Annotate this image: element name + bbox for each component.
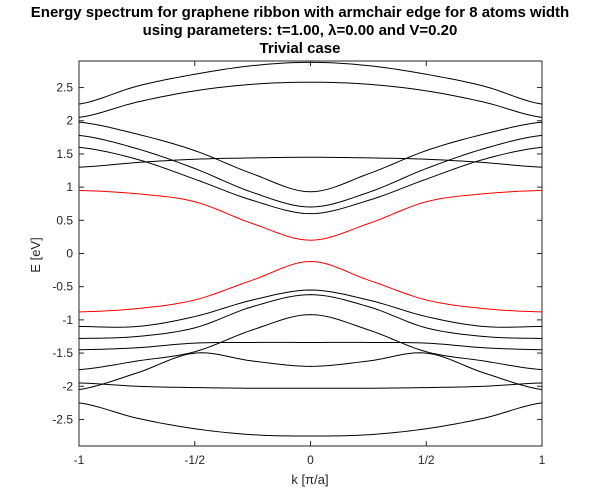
x-tick-label-2: 0 bbox=[307, 453, 314, 467]
band-line-3 bbox=[78, 121, 543, 193]
chart-title-line-2: using parameters: t=1.00, λ=0.00 and V=0… bbox=[142, 22, 458, 39]
band-line-10 bbox=[78, 294, 543, 339]
y-tick-label-10: -2.5 bbox=[52, 412, 73, 426]
y-tick-label-9: -2 bbox=[62, 379, 73, 393]
band-line-7 bbox=[78, 189, 543, 241]
y-tick-label-4: 0.5 bbox=[56, 213, 73, 227]
y-tick-label-0: 2.5 bbox=[56, 81, 73, 95]
band-line-5 bbox=[78, 146, 543, 215]
x-tick-label-3: 1/2 bbox=[418, 453, 435, 467]
y-tick-labels: 2.5 2 1.5 1 0.5 0 -0.5 -1 -1.5 -2 -2.5 bbox=[52, 81, 73, 427]
band-line-4 bbox=[78, 134, 543, 208]
band-line-2 bbox=[78, 81, 543, 118]
y-tick-label-8: -1.5 bbox=[52, 346, 73, 360]
y-tick-label-5: 0 bbox=[66, 247, 73, 261]
band-line-15 bbox=[78, 402, 543, 437]
band-line-12 bbox=[78, 314, 543, 371]
band-line-13 bbox=[78, 352, 543, 391]
band-line-8 bbox=[78, 260, 543, 313]
x-tick-labels: -1 -1/2 0 1/2 1 bbox=[74, 453, 546, 467]
band-line-14 bbox=[78, 382, 543, 389]
x-tick-label-4: 1 bbox=[539, 453, 546, 467]
band-line-6 bbox=[78, 156, 543, 168]
y-tick-label-2: 1.5 bbox=[56, 147, 73, 161]
band-line-9 bbox=[78, 289, 543, 328]
y-tick-label-6: -0.5 bbox=[52, 280, 73, 294]
chart-title-line-3: Trivial case bbox=[259, 40, 341, 57]
y-tick-label-7: -1 bbox=[62, 313, 73, 327]
chart-title-line-1: Energy spectrum for graphene ribbon with… bbox=[30, 4, 570, 21]
y-axis-label: E [eV] bbox=[28, 237, 43, 272]
x-axis-label: k [π/a] bbox=[291, 472, 328, 487]
y-tick-label-1: 2 bbox=[66, 114, 73, 128]
y-tick-label-3: 1 bbox=[66, 180, 73, 194]
x-tick-label-0: -1 bbox=[74, 453, 85, 467]
band-lines bbox=[78, 61, 543, 437]
tick-marks bbox=[78, 61, 543, 446]
band-line-1 bbox=[78, 61, 543, 105]
x-tick-label-1: -1/2 bbox=[184, 453, 205, 467]
band-line-11 bbox=[78, 341, 543, 351]
